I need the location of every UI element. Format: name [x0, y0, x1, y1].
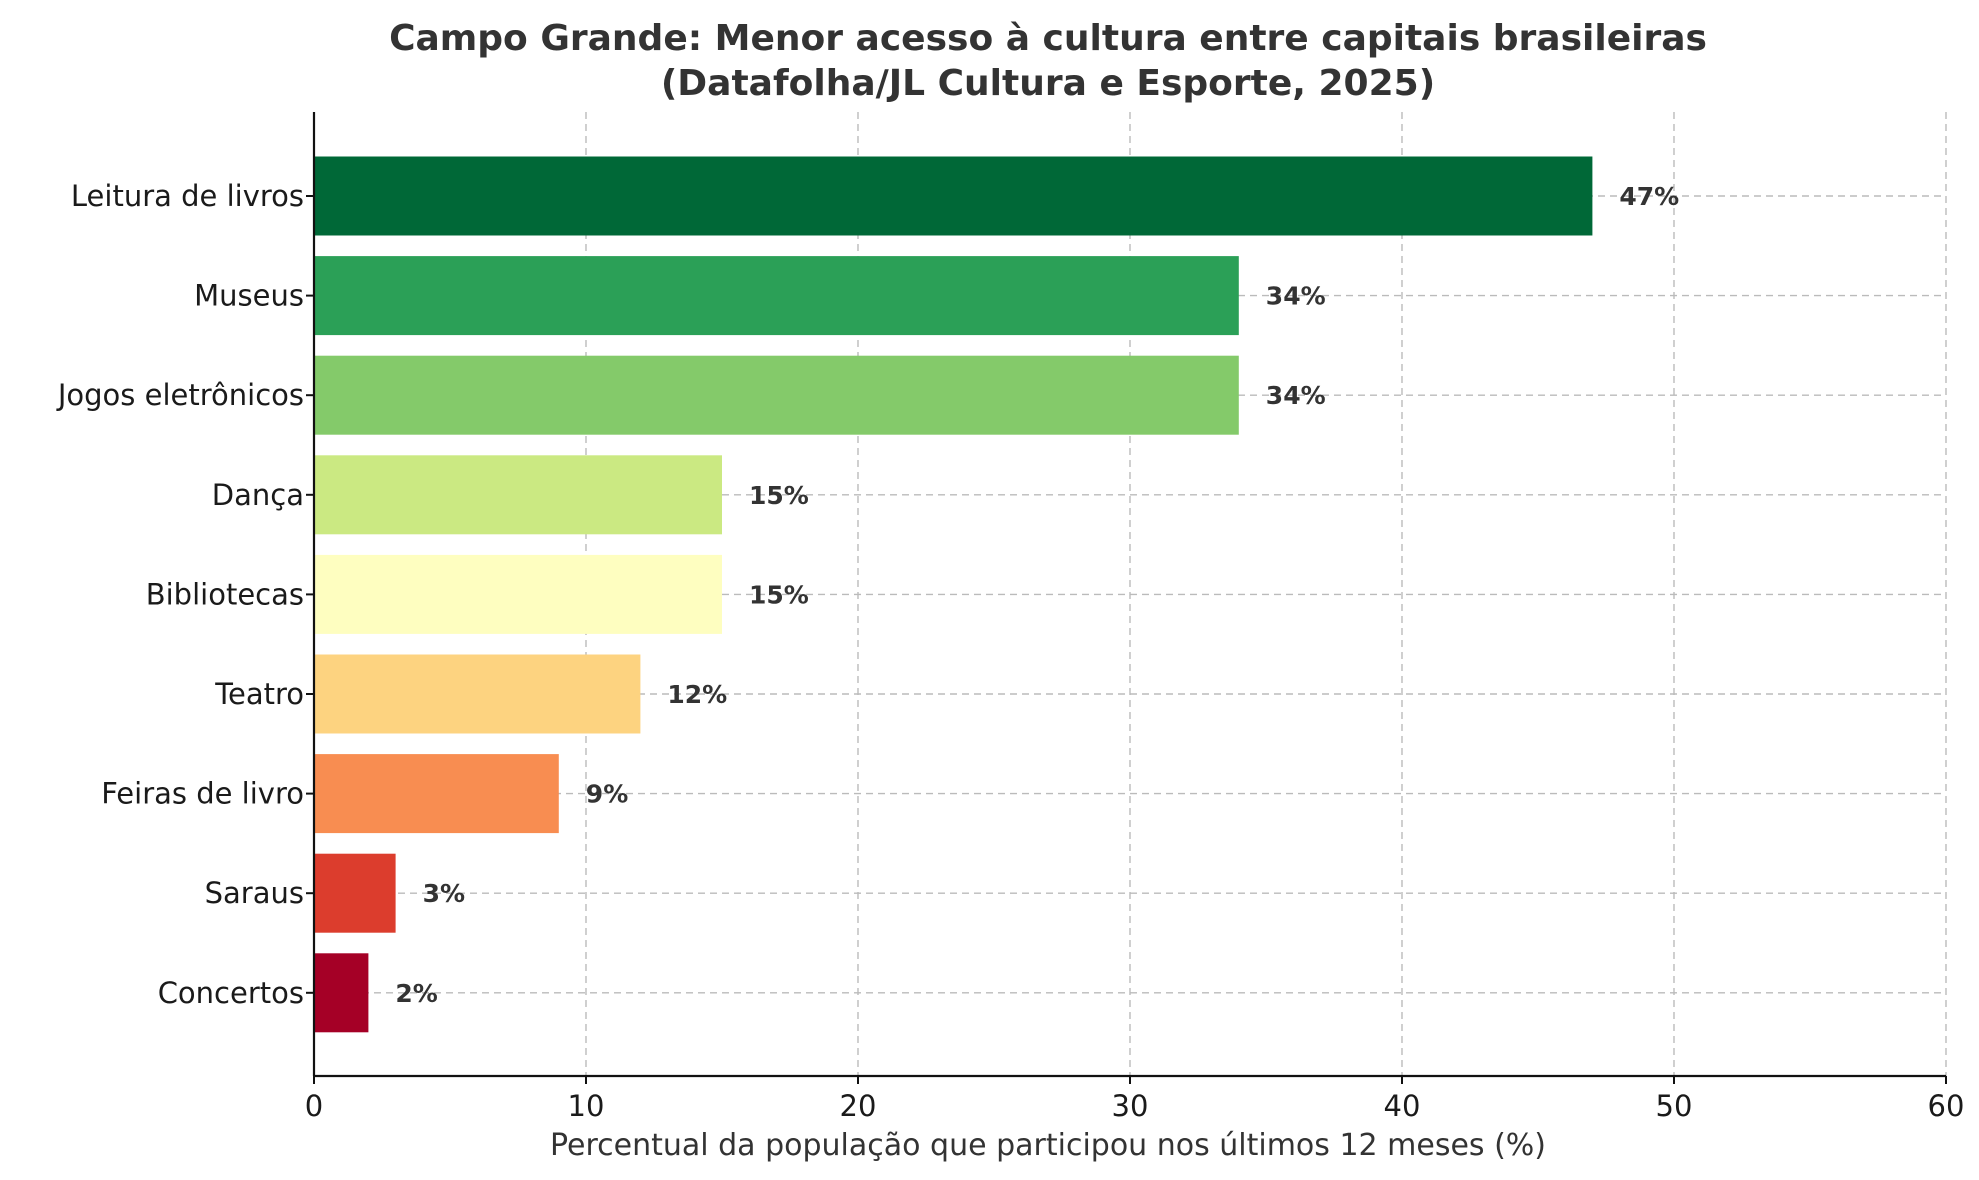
bar [314, 256, 1239, 336]
axis-layer: 0 10 20 30 40 50 60 Leitura de livros Museus Jogo… [56, 112, 1965, 1123]
x-tick-label: 20 [840, 1089, 877, 1123]
x-tick-label: 0 [305, 1089, 323, 1123]
bar [314, 754, 559, 834]
data-label-layer: 47% 34% 34% 15% 15% 12% 9% 3% 2% [395, 182, 1679, 1008]
bar [314, 156, 1593, 236]
x-tick-label: 60 [1928, 1089, 1965, 1123]
category-label: Concertos [158, 976, 304, 1010]
data-label: 15% [749, 481, 809, 510]
category-label: Museus [194, 279, 304, 313]
category-label: Feiras de livro [101, 777, 304, 811]
bar [314, 455, 722, 535]
bar [314, 853, 396, 933]
chart-title-line-1: Campo Grande: Menor acesso à cultura ent… [389, 18, 1707, 59]
category-label: Dança [212, 478, 304, 512]
data-label: 34% [1266, 282, 1326, 311]
data-label: 2% [395, 979, 437, 1008]
data-label: 3% [423, 879, 465, 908]
category-label: Bibliotecas [146, 577, 304, 611]
bar [314, 953, 369, 1033]
x-tick-label: 40 [1384, 1089, 1421, 1123]
category-label: Saraus [205, 876, 304, 910]
category-label: Teatro [214, 677, 304, 711]
x-tick-label: 30 [1112, 1089, 1149, 1123]
bar [314, 654, 641, 734]
bar [314, 554, 722, 634]
category-label: Jogos eletrônicos [56, 378, 304, 412]
chart-title-line-2: (Datafolha/JL Cultura e Esporte, 2025) [661, 63, 1435, 104]
data-label: 12% [667, 680, 727, 709]
data-label: 34% [1266, 381, 1326, 410]
x-tick-label: 50 [1656, 1089, 1693, 1123]
data-label: 15% [749, 580, 809, 609]
bar [314, 355, 1239, 435]
x-axis-label: Percentual da população que participou n… [550, 1128, 1546, 1163]
data-label: 47% [1619, 182, 1679, 211]
bar-layer [314, 156, 1593, 1033]
data-label: 9% [586, 780, 628, 809]
category-label: Leitura de livros [71, 179, 304, 213]
x-tick-label: 10 [568, 1089, 605, 1123]
